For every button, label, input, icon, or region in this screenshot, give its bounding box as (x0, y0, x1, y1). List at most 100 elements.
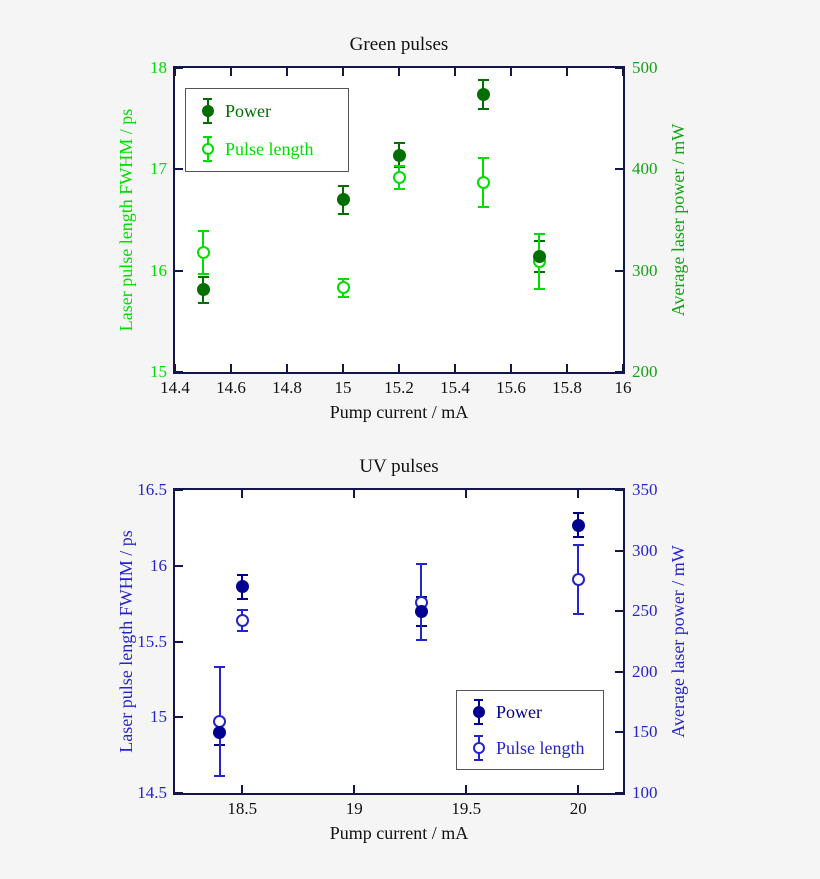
x-tick-label: 16 (614, 378, 632, 397)
power-legend-marker (472, 705, 485, 718)
x-tick-label: 18.5 (227, 799, 258, 818)
power-error-cap (477, 79, 489, 82)
left-y-tick-label: 15.5 (137, 631, 167, 651)
plot-frame: 18.5 19 19.5 20 14.5 15 15.5 16 16.5 100 150 200 250… (116, 480, 688, 843)
legend-error-cap (203, 122, 212, 124)
power-error-cap (477, 107, 489, 110)
x-axis-tick (465, 490, 468, 498)
x-axis-tick (353, 785, 356, 793)
x-axis-tick (174, 68, 176, 76)
x-axis-tick (241, 490, 244, 498)
x-axis-tick (566, 364, 568, 372)
x-axis-tick (622, 364, 624, 372)
pulse-length-error-cap (214, 775, 226, 778)
x-axis-label: Pump current / mA (329, 823, 469, 843)
power-error-cap (572, 536, 584, 539)
right-y-axis-tick (615, 168, 623, 171)
right-y-tick-label: 150 (632, 722, 658, 742)
left-y-axis-label: Laser pulse length FWHM / ps (116, 530, 136, 753)
pulse-length-error-cap (197, 272, 209, 275)
power-error-cap (393, 141, 405, 144)
pulse-length-legend-marker (201, 143, 214, 155)
pulse-length-error-cap (337, 296, 349, 298)
left-y-tick-label: 16 (150, 260, 167, 280)
power-error-cap (337, 184, 349, 187)
legend-error-cap (474, 735, 483, 738)
power-data-point (392, 148, 406, 162)
power-error-cap (197, 275, 209, 278)
x-axis-tick (577, 490, 580, 498)
right-y-axis-tick (615, 549, 623, 552)
pulse-length-error-cap (214, 666, 226, 669)
x-tick-label: 15.6 (496, 378, 526, 397)
pulse-length-error-cap (477, 205, 489, 208)
legend-error-cap (474, 698, 483, 701)
pulse-length-error-cap (415, 563, 427, 566)
pulse-length-error-cap (337, 277, 349, 280)
x-axis-tick (174, 364, 176, 372)
pulse-length-legend-marker (472, 742, 485, 755)
power-data-point (336, 193, 350, 207)
power-data-point (213, 725, 227, 739)
x-tick-label: 14.6 (216, 378, 246, 397)
legend-error-cap (474, 722, 483, 725)
left-y-axis-tick (175, 716, 183, 719)
left-y-tick-label: 17 (150, 159, 167, 179)
power-error-cap (236, 598, 248, 601)
power-error-cap (572, 512, 584, 515)
power-data-point (414, 604, 428, 618)
legend-error-cap (203, 136, 212, 138)
pulse-length-data-point (336, 281, 350, 295)
right-y-axis-label: Average laser power / mW (668, 545, 688, 738)
x-tick-label: 15.4 (440, 378, 470, 397)
right-y-axis-tick (615, 792, 623, 794)
left-y-axis-tick (175, 489, 183, 491)
plot-frame: 14.4 14.6 14.8 15 15.2 15.4 15.6 15.8 16 15 16 17 18… (116, 58, 688, 422)
legend-item-power: Power (457, 696, 603, 728)
pulse-length-error-cap (572, 543, 584, 546)
power-error-cap (236, 573, 248, 576)
power-legend-marker (201, 105, 214, 117)
pulse-length-error-cap (197, 230, 209, 233)
x-axis-tick (241, 785, 244, 793)
right-y-tick-label: 350 (632, 480, 658, 499)
right-y-tick-label: 200 (632, 362, 658, 381)
right-y-axis-tick (615, 610, 623, 613)
x-axis-tick (230, 68, 232, 76)
power-data-point (196, 283, 210, 297)
left-y-tick-label: 16.5 (137, 480, 167, 499)
right-y-tick-label: 100 (632, 783, 658, 802)
power-legend-marker-icon (200, 95, 215, 127)
pulse-length-data-point (476, 176, 490, 189)
pulse-length-error-cap (572, 613, 584, 616)
pulse-length-legend-marker-icon (471, 732, 486, 764)
legend-error-cap (203, 98, 212, 100)
pulse-length-data-point (235, 613, 249, 627)
right-y-tick-label: 250 (632, 601, 658, 621)
left-y-tick-label: 18 (150, 58, 167, 77)
right-y-axis-tick (615, 489, 623, 491)
right-y-tick-label: 300 (632, 540, 658, 560)
left-y-axis-tick (175, 269, 183, 272)
left-y-tick-label: 15 (150, 707, 167, 727)
pulse-length-error-cap (236, 608, 248, 611)
power-data-point (476, 87, 490, 101)
left-y-tick-label: 16 (150, 555, 167, 575)
x-axis-tick (286, 68, 288, 76)
x-axis-tick (454, 68, 456, 76)
legend-error-cap (203, 160, 212, 162)
power-error-cap (197, 302, 209, 305)
x-axis-tick (398, 68, 400, 76)
pulse-length-error-cap (393, 187, 405, 190)
power-error-cap (337, 212, 349, 215)
pulse-length-error-cap (393, 165, 405, 168)
x-axis-tick (230, 364, 232, 372)
pulse-length-error-cap (236, 629, 248, 632)
left-y-axis-tick (175, 371, 183, 373)
legend-label-pulse-length: Pulse length (496, 738, 585, 759)
x-tick-label: 15.2 (384, 378, 414, 397)
x-axis-tick (398, 364, 400, 372)
left-y-tick-label: 14.5 (137, 783, 167, 802)
